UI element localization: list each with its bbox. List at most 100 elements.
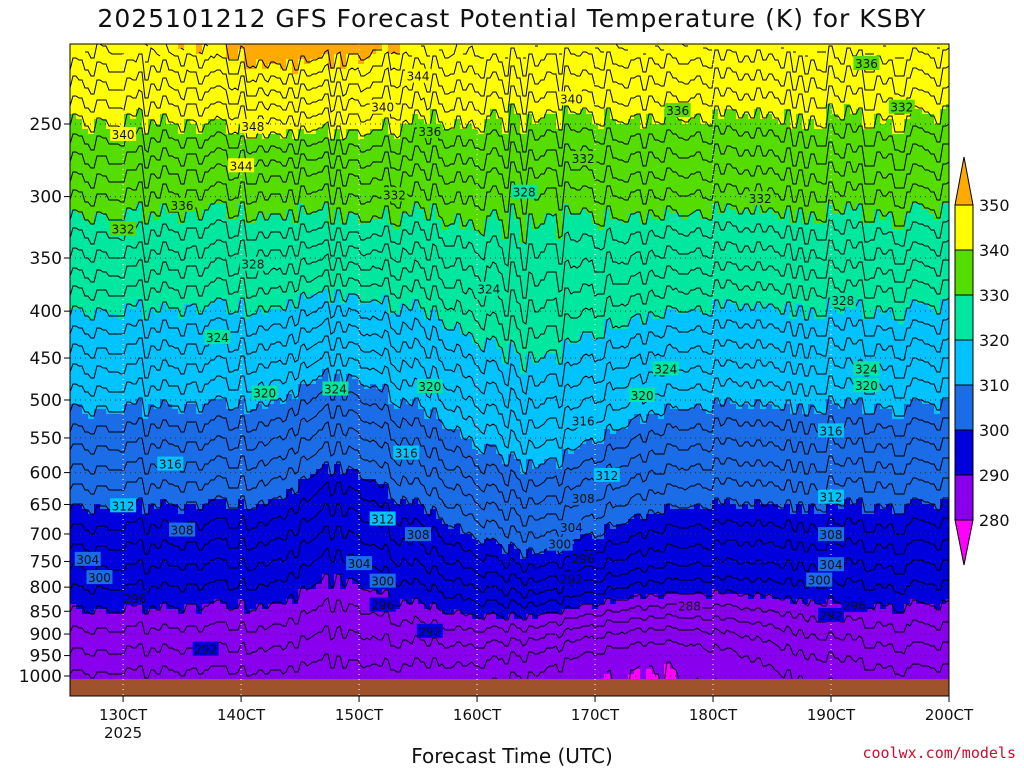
- colorbar-top-arrow: [954, 156, 974, 206]
- contour-label-bg: [664, 103, 691, 118]
- contour-label-bg: [829, 293, 856, 308]
- contour-label: 332: [383, 188, 406, 202]
- colorbar-bottom-arrow: [954, 519, 974, 566]
- y-tick-label: 250: [30, 115, 62, 135]
- contour-label: 340: [112, 128, 135, 142]
- contour-label-bg: [369, 573, 396, 588]
- contour-label: 336: [855, 57, 878, 71]
- contour-label-bg: [121, 590, 148, 605]
- contour-label: 296: [572, 552, 595, 566]
- contour-label: 316: [820, 424, 843, 438]
- contour-label-bg: [570, 490, 597, 505]
- colorbar-label: 340: [979, 241, 1010, 260]
- contour-label-bg: [546, 536, 573, 551]
- contour-label: 332: [749, 192, 772, 206]
- contour-label: 292: [418, 625, 441, 639]
- colorbar-label: 300: [979, 421, 1010, 440]
- x-tick-label: 130CT: [99, 706, 148, 724]
- contour-label: 324: [477, 283, 500, 297]
- contour-label-bg: [251, 385, 278, 400]
- contour-label-bg: [192, 641, 219, 656]
- contour-label-bg: [570, 550, 597, 565]
- colorbar: 350 340 330 320 310 300 290 280: [954, 156, 1010, 566]
- contour-label-bg: [346, 556, 373, 571]
- contour-label: 296: [123, 592, 146, 606]
- contour-label: 308: [820, 528, 843, 542]
- colorbar-segment: [954, 474, 974, 521]
- contour-label-bg: [405, 68, 432, 83]
- color-bands: [70, 44, 949, 696]
- contour-label: 304: [560, 521, 583, 535]
- y-tick-label: 300: [30, 188, 62, 208]
- contour-label-bg: [204, 330, 231, 345]
- contour-label: 316: [572, 415, 595, 429]
- contour-label-bg: [239, 119, 266, 134]
- contour-label: 340: [371, 101, 394, 115]
- contour-labels: 344 348 340 344 340 336 340 336 336 332 332 336 332 3…: [74, 55, 915, 657]
- contour-label-bg: [369, 597, 396, 612]
- y-tick-label: 750: [30, 552, 62, 572]
- contour-label: 328: [241, 258, 264, 272]
- contour-label-bg: [228, 158, 255, 173]
- contour-label: 340: [560, 92, 583, 106]
- colorbar-segment: [954, 384, 974, 431]
- contour-label-bg: [369, 511, 396, 526]
- contour-label: 328: [831, 294, 854, 308]
- contour-label: 348: [241, 120, 264, 134]
- y-tick-label: 950: [30, 647, 62, 667]
- ground-strip: [70, 679, 949, 696]
- x-tick-label: 200CT: [925, 706, 974, 724]
- contour-label-bg: [416, 123, 443, 138]
- source-credit: coolwx.com/models: [862, 744, 1016, 762]
- contour-label: 296: [843, 599, 866, 613]
- colorbar-segment: [954, 294, 974, 341]
- chart-title: 2025101212 GFS Forecast Potential Temper…: [97, 4, 927, 33]
- colorbar-segment: [954, 204, 974, 251]
- contour-label: 312: [820, 491, 843, 505]
- contour-label: 312: [595, 469, 618, 483]
- colorbar-label: 280: [979, 511, 1010, 530]
- contour-label: 320: [253, 387, 276, 401]
- y-tick-label: 650: [30, 495, 62, 515]
- contour-label: 336: [418, 125, 441, 139]
- contour-label: 292: [194, 643, 217, 657]
- contour-label: 300: [808, 574, 831, 588]
- contour-label-bg: [818, 607, 845, 622]
- contour-label-bg: [110, 221, 137, 236]
- contour-label-bg: [169, 522, 196, 537]
- contour-label-bg: [629, 387, 656, 402]
- contour-label: 320: [855, 379, 878, 393]
- contour-label: 316: [159, 458, 182, 472]
- contour-label-bg: [369, 99, 396, 114]
- contour-label: 300: [371, 575, 394, 589]
- contour-label-bg: [806, 572, 833, 587]
- contour-label-bg: [652, 361, 679, 376]
- contour-label: 336: [171, 199, 194, 213]
- contour-label-bg: [110, 498, 137, 513]
- contour-label-bg: [110, 126, 137, 141]
- contour-label: 328: [513, 186, 536, 200]
- contour-label: 332: [572, 152, 595, 166]
- contour-label: 288: [678, 600, 701, 614]
- y-tick-label: 550: [30, 429, 62, 449]
- colorbar-label: 330: [979, 286, 1010, 305]
- x-tick-label: 150CT: [335, 706, 384, 724]
- contour-label: 324: [654, 362, 677, 376]
- contour-label: 300: [548, 538, 571, 552]
- x-axis: 130CT 140CT 150CT 160CT 170CT 180CT 190CT 200CT…: [99, 696, 974, 742]
- contour-label-bg: [570, 413, 597, 428]
- contour-label-bg: [239, 256, 266, 271]
- contour-label-bg: [818, 527, 845, 542]
- contour-label-bg: [747, 191, 774, 206]
- x-year-label: 2025: [104, 724, 142, 742]
- contour-label-bg: [676, 598, 703, 613]
- contour-label: 304: [348, 557, 371, 571]
- contour-label-bg: [416, 379, 443, 394]
- y-tick-label: 600: [30, 464, 62, 484]
- x-axis-label: Forecast Time (UTC): [411, 744, 613, 768]
- x-tick-label: 160CT: [453, 706, 502, 724]
- contour-label-bg: [818, 423, 845, 438]
- contour-label-bg: [393, 445, 420, 460]
- contour-label-bg: [841, 598, 868, 613]
- contour-label: 344: [407, 70, 430, 84]
